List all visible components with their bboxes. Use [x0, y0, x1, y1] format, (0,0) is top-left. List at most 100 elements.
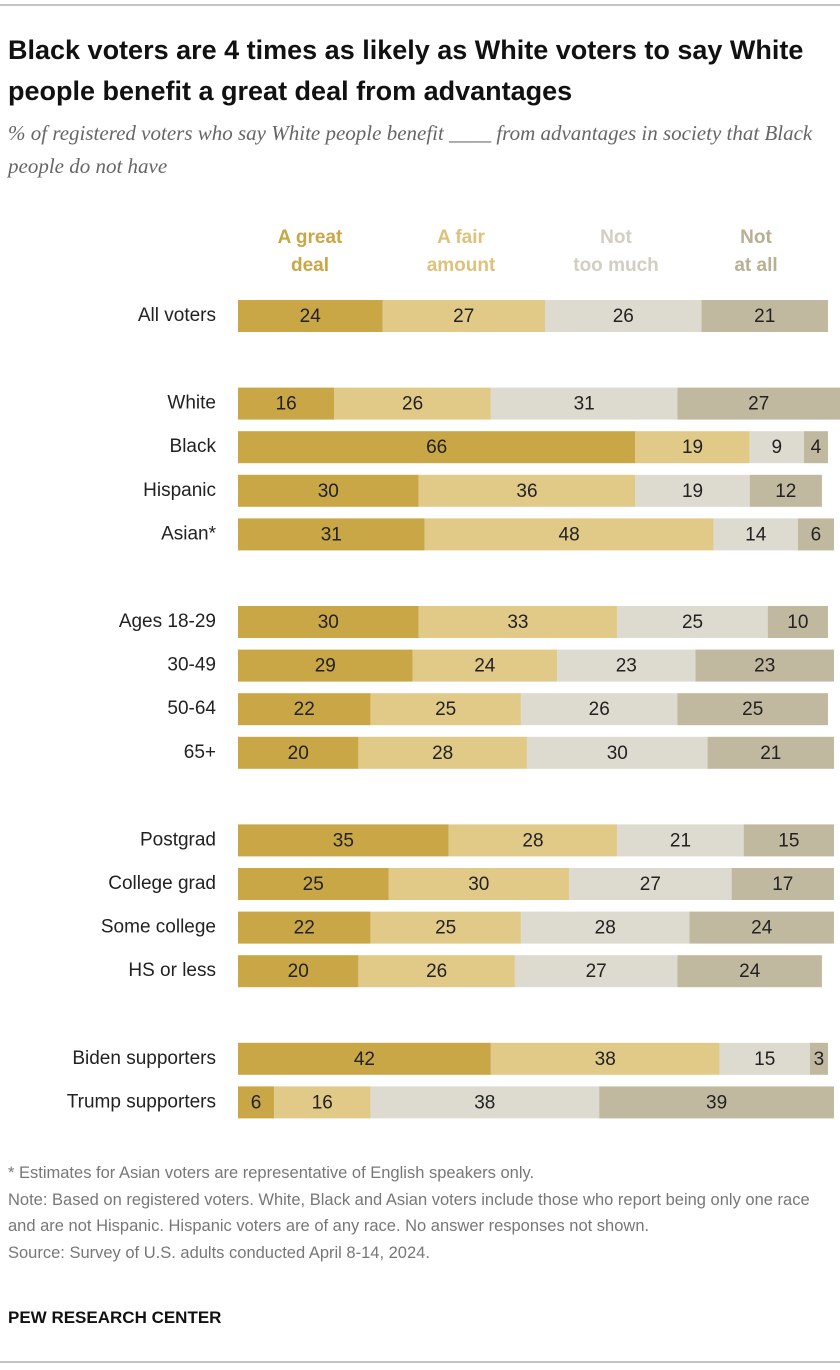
value-label: 20: [288, 743, 309, 764]
row-label: Some college: [101, 917, 216, 938]
row-label: College grad: [108, 873, 216, 894]
value-label: 30: [318, 612, 339, 633]
bar-segment: [677, 387, 840, 420]
value-label: 24: [751, 918, 773, 939]
value-label: 25: [303, 874, 324, 895]
value-label: 14: [745, 524, 767, 545]
value-label: 22: [294, 918, 315, 939]
value-label: 66: [426, 437, 447, 458]
value-label: 26: [426, 961, 447, 982]
row-label: All voters: [138, 305, 216, 326]
value-label: 48: [559, 524, 580, 545]
bar-segment: [382, 300, 546, 332]
bar-segment: [707, 736, 834, 769]
bar-segment: [635, 431, 750, 464]
bar-segment: [749, 431, 804, 464]
bar-segment: [238, 693, 371, 726]
bar-segment: [557, 649, 696, 682]
bar-segment: [238, 868, 389, 900]
value-label: 22: [294, 699, 315, 720]
value-label: 35: [333, 830, 354, 851]
value-label: 27: [748, 394, 769, 415]
row-label: 30-49: [167, 655, 216, 676]
notes: * Estimates for Asian voters are represe…: [8, 1160, 823, 1266]
value-label: 21: [760, 743, 781, 764]
bar-segment: [370, 911, 521, 944]
value-label: 31: [574, 394, 595, 415]
bar-segment: [719, 1042, 810, 1075]
value-label: 12: [775, 481, 796, 502]
value-label: 16: [276, 394, 297, 415]
bar-segment: [514, 955, 678, 988]
value-label: 19: [682, 437, 703, 458]
row-label: White: [167, 393, 216, 414]
bar-segment: [388, 868, 570, 900]
bar-segment: [569, 868, 732, 900]
row-label: Trump supporters: [67, 1091, 216, 1112]
bar-segment: [803, 431, 828, 464]
bar-segment: [689, 911, 834, 944]
value-label: 24: [474, 656, 496, 677]
bar-segment: [767, 606, 828, 638]
bar-segment: [701, 300, 828, 332]
row-label: HS or less: [128, 960, 216, 981]
bar-segment: [334, 387, 491, 420]
value-label: 23: [616, 656, 637, 677]
value-label: 16: [312, 1092, 333, 1113]
row-label: Biden supporters: [72, 1048, 216, 1069]
value-label: 38: [595, 1049, 616, 1070]
value-label: 29: [315, 656, 336, 677]
value-label: 21: [670, 830, 691, 851]
value-label: 17: [772, 874, 793, 895]
bar-segment: [238, 736, 359, 769]
value-label: 27: [640, 874, 661, 895]
value-label: 28: [522, 830, 543, 851]
chart-title: Black voters are 4 times as likely as Wh…: [8, 35, 804, 106]
value-label: 38: [474, 1092, 495, 1113]
value-label: 19: [682, 481, 703, 502]
value-label: 36: [516, 481, 537, 502]
value-label: 15: [778, 830, 799, 851]
bar-segment: [238, 1086, 275, 1119]
bar-segment: [526, 736, 708, 769]
bar-segment: [370, 693, 521, 726]
bar-segment: [274, 1086, 371, 1119]
row-label: Hispanic: [143, 480, 216, 501]
bar-segment: [238, 955, 359, 988]
bar-segment: [358, 736, 527, 769]
value-label: 30: [607, 743, 628, 764]
value-label: 42: [354, 1049, 375, 1070]
bar-segment: [490, 1042, 720, 1075]
bar-segment: [358, 955, 515, 988]
bar-segment: [599, 1086, 834, 1119]
row-label: 65+: [184, 742, 216, 763]
value-label: 4: [811, 437, 822, 458]
bar-segment: [448, 824, 618, 857]
value-label: 25: [742, 699, 763, 720]
note: Note: Based on registered voters. White,…: [8, 1190, 810, 1236]
value-label: 26: [402, 394, 423, 415]
value-label: 39: [706, 1092, 727, 1113]
bar-segment: [809, 1042, 828, 1075]
value-label: 20: [288, 961, 309, 982]
bar-segment: [418, 606, 618, 638]
value-label: 30: [468, 874, 489, 895]
value-label: 30: [318, 481, 339, 502]
bar-segment: [370, 1086, 600, 1119]
value-label: 25: [435, 699, 456, 720]
bar-segment: [238, 431, 636, 464]
value-label: 6: [811, 524, 822, 545]
bar-segment: [635, 474, 750, 507]
bar-segment: [412, 649, 558, 682]
legend-label: Not at all: [734, 227, 778, 276]
bar-segment: [238, 649, 413, 682]
value-label: 28: [595, 918, 616, 939]
bar-segment: [677, 693, 828, 726]
legend-label: Not too much: [573, 227, 659, 276]
bar-segment: [238, 824, 449, 857]
row-label: Asian*: [161, 523, 217, 544]
row-label: Ages 18-29: [119, 611, 216, 632]
value-label: 27: [586, 961, 607, 982]
bar-segment: [695, 649, 834, 682]
